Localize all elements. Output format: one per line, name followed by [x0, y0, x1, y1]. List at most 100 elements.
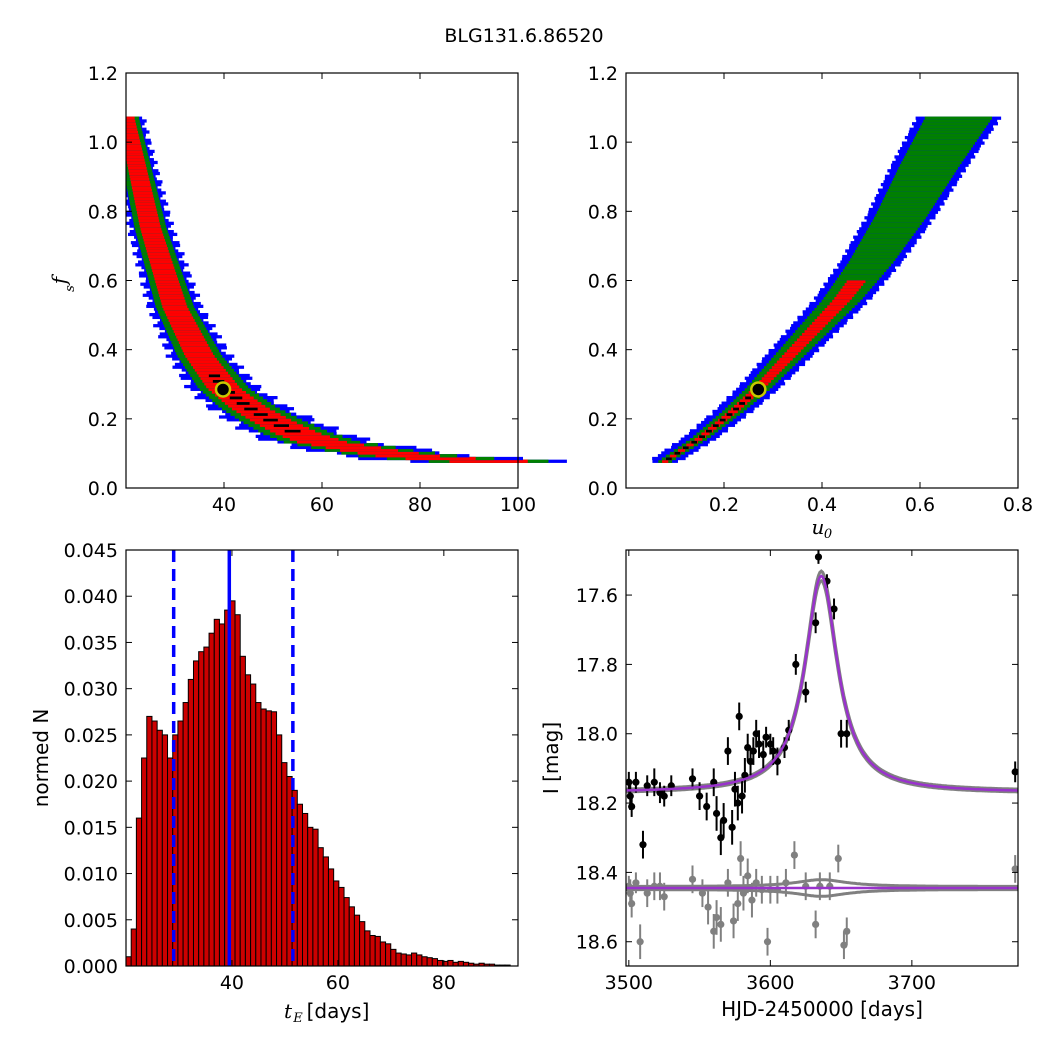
region-2-sigma	[869, 224, 920, 228]
region-1-sigma	[180, 343, 209, 347]
y-tick-label: 0.2	[88, 409, 118, 431]
region-1-sigma	[786, 348, 801, 353]
region-2-sigma	[879, 205, 934, 209]
histogram-bar	[213, 618, 220, 967]
histogram-bar	[302, 812, 309, 967]
data-point	[1011, 865, 1018, 873]
region-best	[229, 396, 243, 400]
histogram-bar	[359, 921, 366, 967]
data-point	[717, 920, 725, 929]
data-point	[643, 889, 651, 897]
data-point	[729, 917, 738, 925]
model-uncertainty-upper	[626, 569, 1018, 791]
region-1-sigma	[405, 456, 476, 461]
region-1-sigma	[191, 362, 222, 367]
region-1-sigma	[134, 196, 154, 201]
data-point	[762, 733, 770, 741]
region-2-sigma	[846, 263, 892, 267]
region-1-sigma	[139, 224, 161, 228]
region-1-sigma	[171, 324, 198, 328]
data-point	[667, 782, 675, 790]
histogram-bar	[192, 660, 200, 967]
y-tick-label: 0.8	[588, 201, 618, 223]
histogram-bar	[125, 956, 132, 967]
region-1-sigma	[168, 318, 195, 322]
plot-frame	[625, 549, 1019, 967]
x-axis-label: u	[812, 515, 825, 539]
region-1-sigma	[838, 290, 857, 295]
histogram-bar	[343, 897, 350, 967]
y-tick-label: 0.030	[64, 679, 118, 701]
region-1-sigma	[449, 459, 528, 463]
region-1-sigma	[686, 443, 694, 447]
region-1-sigma	[766, 371, 780, 375]
region-2-sigma	[876, 210, 930, 214]
data-point	[728, 823, 736, 831]
data-point	[792, 660, 800, 669]
region-1-sigma	[784, 351, 799, 356]
region-best	[284, 429, 301, 433]
region-1-sigma	[824, 307, 842, 311]
region-best	[719, 418, 726, 422]
region-1-sigma	[694, 437, 703, 441]
region-2-sigma	[917, 130, 983, 134]
y-axis-label: I [mag]	[539, 722, 563, 794]
region-2-sigma	[895, 171, 955, 176]
region-2-sigma	[854, 249, 902, 253]
region-1-sigma	[759, 379, 772, 383]
histogram-bar	[333, 880, 340, 967]
credible-region-cells	[126, 116, 567, 463]
data-point	[632, 879, 640, 887]
region-2-sigma	[851, 254, 898, 259]
y-axis-label-sub: s	[63, 285, 78, 292]
region-1-sigma	[134, 199, 155, 203]
histogram-bar	[239, 655, 246, 967]
x-tick-label: 3500	[605, 972, 653, 994]
x-axis-label-sub: E	[292, 1011, 303, 1026]
region-1-sigma	[822, 310, 839, 314]
data-point	[749, 747, 757, 755]
x-tick-label: 3600	[746, 972, 794, 994]
data-point	[769, 747, 777, 755]
region-best	[733, 407, 740, 411]
y-tick-label: 1.0	[588, 132, 618, 154]
region-1-sigma	[774, 362, 788, 367]
region-1-sigma	[721, 415, 731, 419]
data-point	[712, 913, 721, 922]
region-1-sigma	[189, 360, 220, 364]
data-point	[731, 785, 739, 793]
histogram-bar	[322, 856, 329, 967]
region-1-sigma	[146, 249, 169, 253]
region-1-sigma	[185, 354, 215, 358]
data-point	[759, 750, 767, 759]
plot-frame	[125, 72, 519, 489]
data-point	[628, 900, 636, 908]
data-point	[843, 730, 851, 738]
region-2-sigma	[844, 265, 889, 270]
data-point	[812, 920, 820, 929]
region-1-sigma	[133, 191, 153, 195]
histogram-bar	[426, 957, 433, 967]
region-best	[705, 429, 712, 433]
y-tick-label: 0.000	[64, 956, 118, 978]
region-1-sigma	[340, 448, 399, 452]
region-2-sigma	[920, 124, 987, 129]
credible-region-cells	[652, 116, 1002, 463]
region-1-sigma	[126, 144, 142, 148]
region-best	[665, 456, 672, 461]
histogram-bar	[276, 734, 283, 967]
histogram-bar	[447, 959, 454, 967]
region-1-sigma	[156, 285, 181, 289]
region-1-sigma	[796, 337, 812, 342]
y-tick-label: 18.4	[576, 862, 618, 884]
region-2-sigma	[905, 152, 968, 156]
region-1-sigma	[846, 279, 866, 284]
region-1-sigma	[157, 288, 182, 292]
region-1-sigma	[160, 299, 186, 303]
region-1-sigma	[137, 213, 158, 217]
region-2-sigma	[850, 257, 896, 261]
y-axis-label: f	[47, 273, 71, 286]
region-1-sigma	[739, 398, 751, 403]
region-1-sigma	[161, 301, 187, 306]
region-2-sigma	[862, 235, 912, 239]
